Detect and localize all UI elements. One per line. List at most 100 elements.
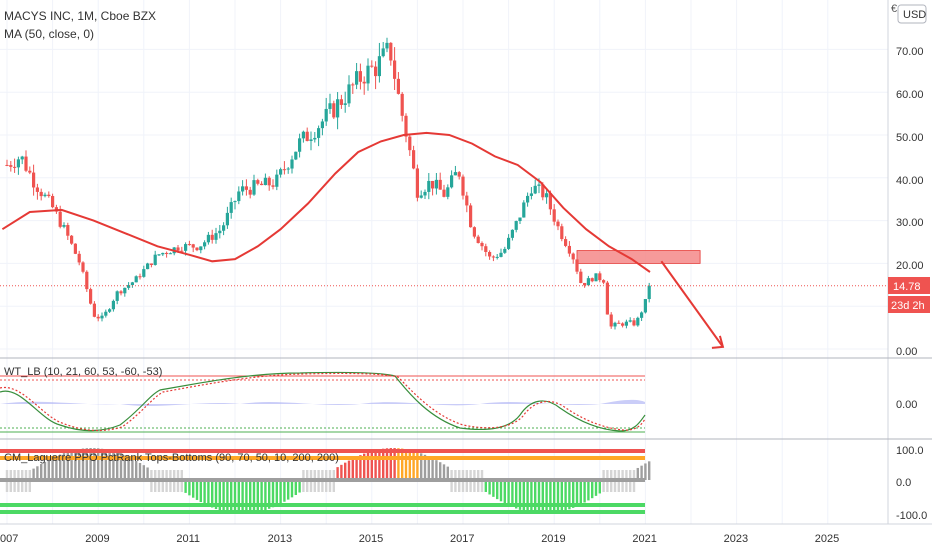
price-tick-30: 30.00 [896,217,924,229]
candle-body [32,172,36,188]
candle-body [609,314,613,327]
candle-body [415,168,419,198]
candle-body [85,271,89,290]
candle-body [343,103,347,105]
candle-body [5,164,9,166]
candle-body [480,242,484,247]
price-tick-20: 20.00 [896,260,924,272]
candle-body [92,303,96,317]
candle-body [632,320,636,326]
candle-body [301,131,305,139]
candle-body [419,195,423,198]
candle-body [598,273,602,281]
price-tick-50: 50.00 [896,132,924,144]
candle-body [233,201,237,203]
wt-tick-0: 0.00 [896,399,917,411]
laguerre-bottom-green-band [0,503,645,507]
candle-body [89,289,93,304]
candle-body [43,194,47,197]
candle-body [602,280,606,283]
candle-body [108,309,112,312]
candle-body [643,299,647,313]
wt-histogram-area [0,399,645,406]
projection-arrow-head [711,335,725,349]
candle-body [309,139,313,142]
laguerre-tick-100: 100.0 [896,445,924,457]
time-axis-label: 2013 [268,533,292,545]
candle-body [191,244,195,248]
candle-body [590,278,594,282]
candle-body [621,323,625,326]
candle-body [605,282,609,315]
candle-body [339,99,343,105]
candle-body [332,103,336,118]
candle-body [271,185,275,187]
candle-body [381,48,385,57]
ma-legend[interactable]: MA (50, close, 0) [4,27,94,41]
candle-body [507,237,511,249]
candle-body [476,236,480,243]
price-tick-0: 0.00 [896,346,917,358]
candle-body [165,252,169,254]
candle-body [453,172,457,176]
candle-body [320,121,324,129]
candle-body [73,243,77,254]
candle-body [370,65,374,67]
laguerre-top-orange-band [0,456,645,460]
candle-body [366,65,370,84]
projection-arrow[interactable] [660,260,724,348]
candle-body [77,253,81,263]
candle-body [248,189,252,195]
candle-body [123,287,127,294]
countdown-badge [888,296,930,313]
candle-body [594,273,598,282]
candle-body [210,234,214,240]
candle-body [241,186,245,192]
time-axis-label: 2015 [359,533,383,545]
candle-body [503,248,507,253]
candle-body [575,259,579,272]
candles [5,37,651,330]
laguerre-title[interactable]: CM_Laguerre PPO PctRank Tops-Bottoms (90… [4,452,339,464]
main-grid [0,48,888,350]
candle-body [393,60,397,79]
candle-body [24,156,28,171]
candle-body [130,282,134,286]
candle-body [39,191,43,197]
candle-body [168,253,172,255]
price-axis[interactable]: 70.00 60.00 50.00 40.00 30.00 20.00 0.00 [896,46,924,358]
settings-icon[interactable]: € [891,3,897,15]
candle-body [548,193,552,210]
countdown-text: 23d 2h [891,300,925,312]
candle-body [199,246,203,251]
candle-body [58,211,62,227]
candle-body [328,103,332,109]
currency-button[interactable] [897,4,927,24]
candle-body [484,246,488,252]
candle-body [35,187,39,192]
resistance-zone[interactable] [576,250,701,264]
candle-body [237,191,241,202]
last-price-badge [888,277,930,294]
candle-body [351,84,355,86]
candle-body [279,169,283,175]
candle-body [499,252,503,257]
candle-body [96,316,100,319]
candle-body [628,320,632,322]
wt-pane: WT_LB (10, 21, 60, 53, -60, -53) 0.00 [0,366,917,433]
laguerre-bottom-green-band-2 [0,510,645,514]
candle-body [70,235,74,244]
candle-body [404,115,408,137]
candle-body [100,315,104,319]
candle-body [111,300,115,310]
candle-body [222,225,226,231]
time-axis-label: 2011 [176,533,200,545]
candle-body [537,184,541,186]
candle-body [374,66,378,77]
candle-body [617,322,621,324]
wt-title[interactable]: WT_LB (10, 21, 60, 53, -60, -53) [4,366,162,378]
time-axis[interactable]: 007 2009 2011 2013 2015 2017 2019 2021 2023 2025 [0,533,839,545]
price-tick-70: 70.00 [896,46,924,58]
symbol-title[interactable]: MACYS INC, 1M, Cboe BZX [4,9,156,23]
